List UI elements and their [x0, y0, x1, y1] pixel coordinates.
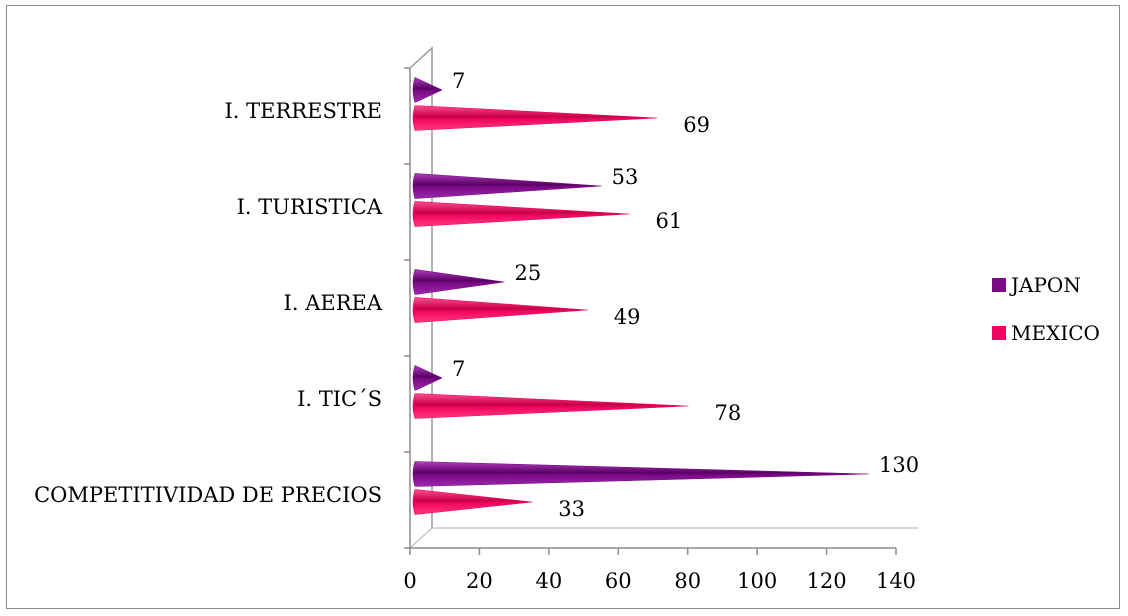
x-tick-label: 100 [737, 569, 777, 593]
bar-japon [412, 77, 443, 103]
bar-mexico [412, 201, 630, 227]
data-label: 61 [655, 209, 682, 233]
back-wall-edge [409, 46, 433, 528]
bar-mexico [412, 105, 658, 131]
x-tick-label: 120 [807, 569, 847, 593]
data-label: 78 [714, 401, 741, 425]
chart-labels: 0 20 40 60 80 100 120 140 I. TERRESTRE 7 69 I. TURI… [34, 69, 919, 593]
bar-japon [412, 269, 505, 295]
data-label: 53 [612, 165, 639, 189]
category-label: I. TURISTICA [237, 195, 383, 219]
bar-japon [412, 173, 602, 199]
data-label: 33 [558, 497, 585, 521]
bar-japon [412, 365, 443, 391]
bar-mexico [412, 489, 533, 515]
legend-swatch [992, 278, 1006, 292]
category-label: I. TERRESTRE [225, 99, 382, 123]
x-tick-label: 40 [535, 569, 562, 593]
data-label: 7 [452, 69, 465, 93]
data-label: 25 [514, 261, 541, 285]
x-tick-label: 80 [674, 569, 701, 593]
legend: JAPON MEXICO [992, 273, 1100, 345]
legend-label: JAPON [1009, 273, 1081, 297]
chart-marks [412, 77, 869, 515]
legend-label: MEXICO [1011, 321, 1100, 345]
bar-japon [412, 461, 869, 487]
category-label: I. AEREA [284, 291, 383, 315]
data-label: 49 [614, 305, 641, 329]
x-tick-label: 20 [466, 569, 493, 593]
bar-mexico [412, 393, 689, 419]
x-tick-label: 140 [876, 569, 916, 593]
bar-mexico [412, 297, 588, 323]
x-tick-label: 60 [605, 569, 632, 593]
x-tick-label: 0 [403, 569, 416, 593]
chart-frame [6, 5, 1120, 609]
chart-axes [404, 46, 918, 555]
data-label: 7 [452, 357, 465, 381]
category-label: I. TIC´S [297, 387, 382, 411]
legend-swatch [992, 326, 1006, 340]
data-label: 130 [879, 453, 919, 477]
category-label: COMPETITIVIDAD DE PRECIOS [34, 483, 382, 507]
floor-edge [409, 527, 918, 549]
data-label: 69 [683, 113, 710, 137]
